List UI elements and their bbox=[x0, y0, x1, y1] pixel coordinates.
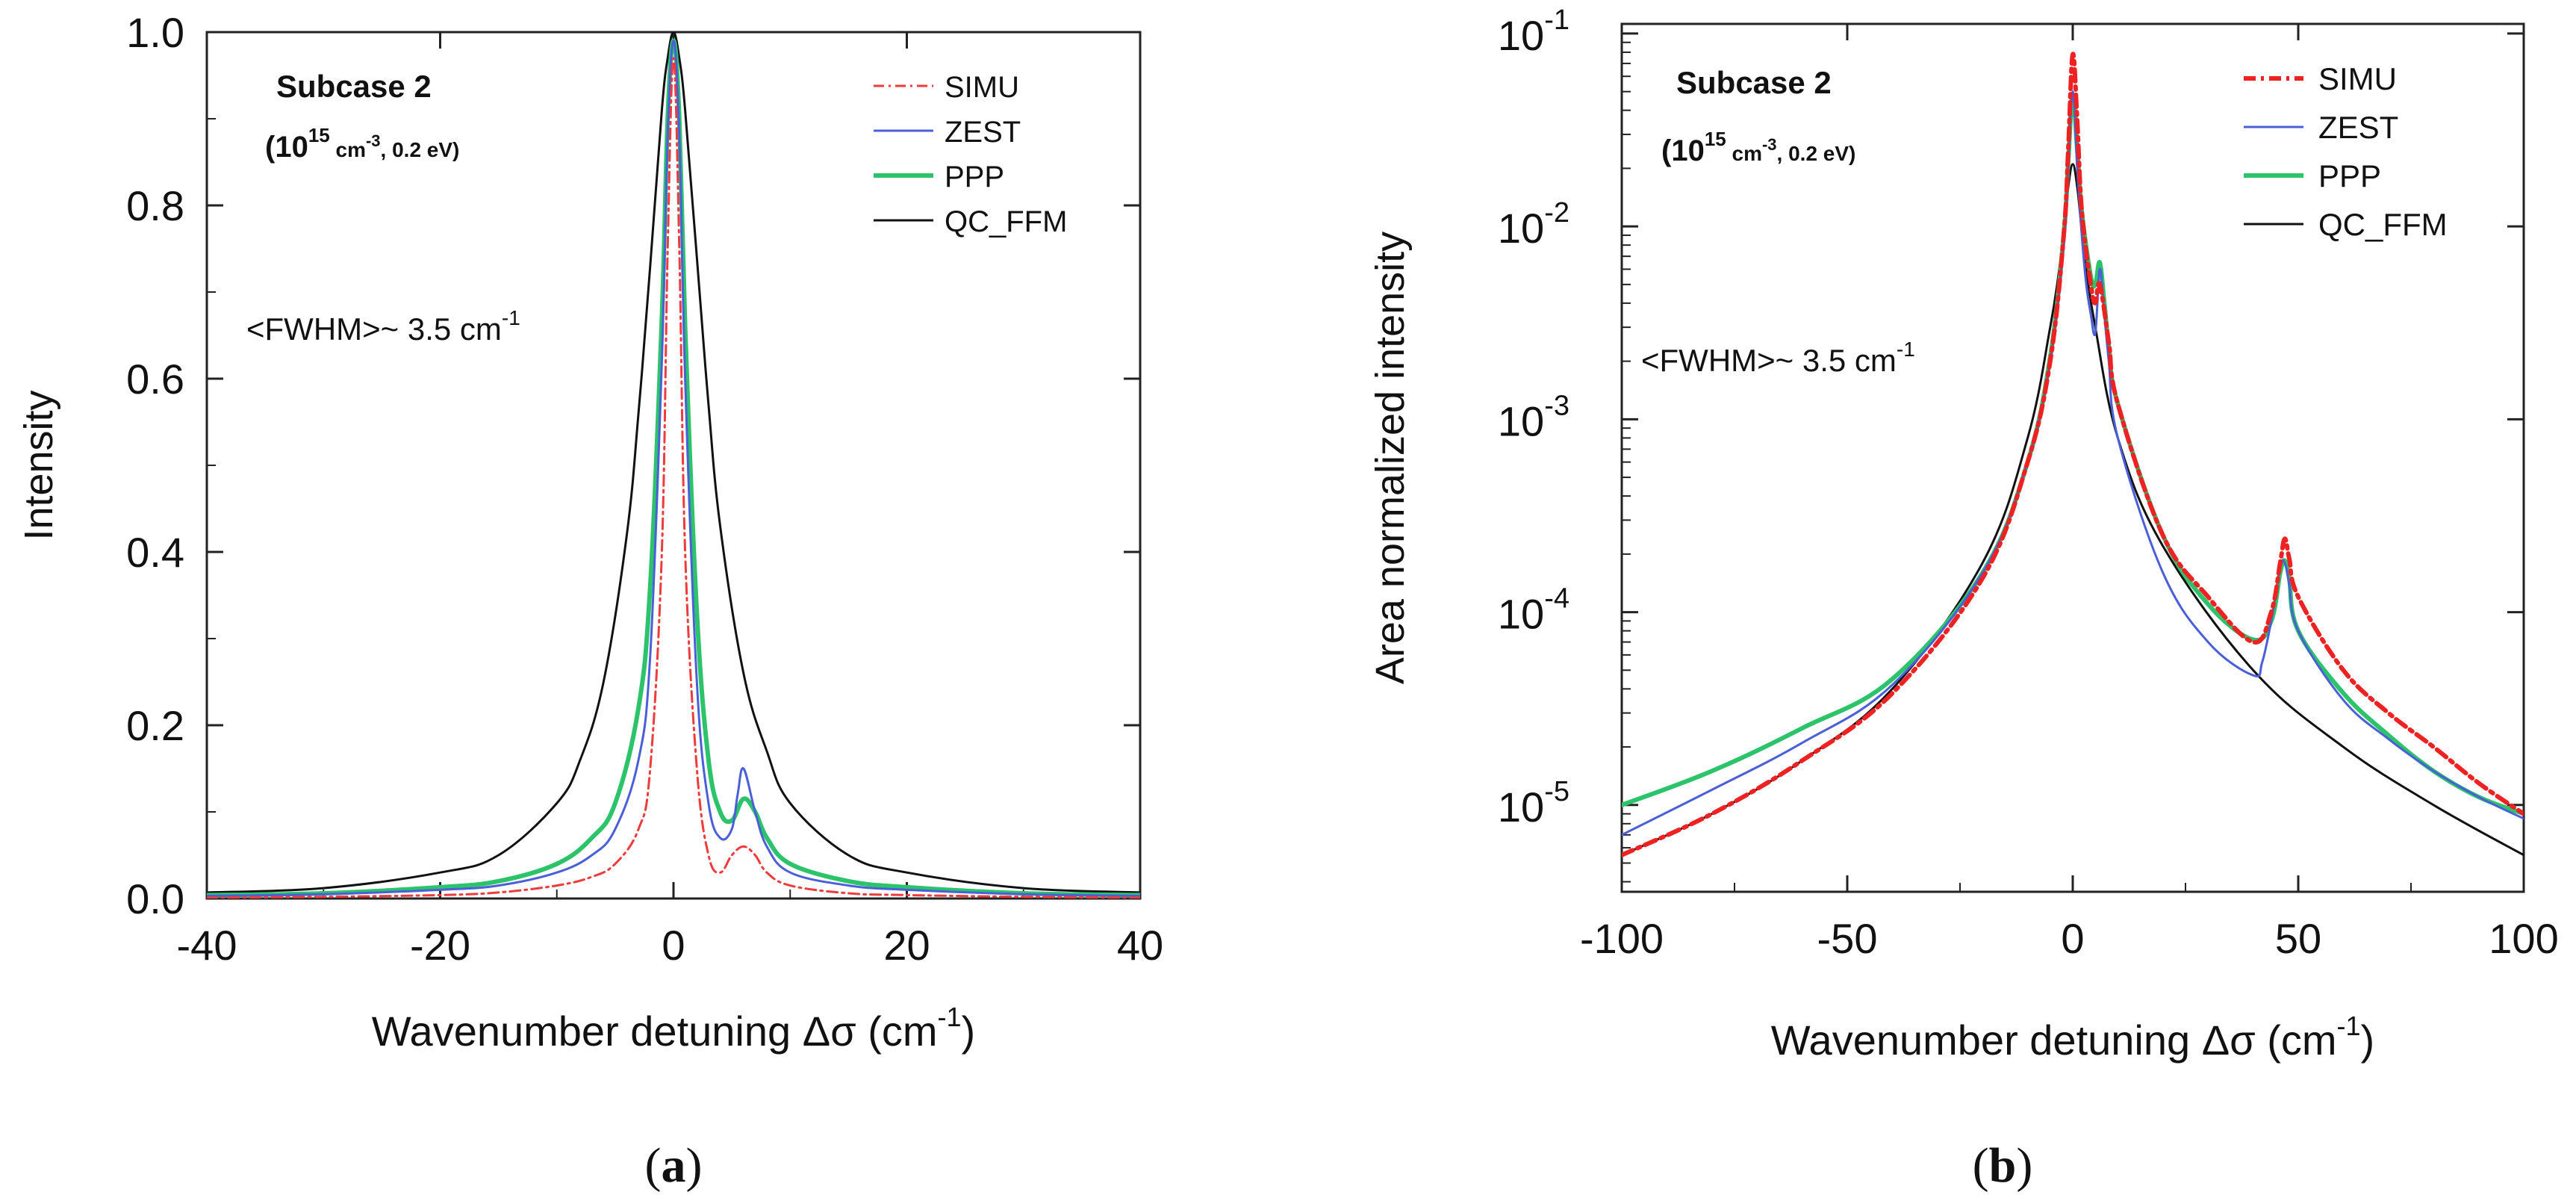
x-tick-label: -50 bbox=[1817, 915, 1878, 962]
y-tick-label: 0.2 bbox=[126, 702, 184, 749]
annotation-fwhm: <FWHM>~ 3.5 cm-1 bbox=[1641, 338, 1915, 378]
x-tick-labels: -100 -50 0 50 100 bbox=[1580, 915, 2559, 962]
tick-marks bbox=[1620, 24, 2525, 892]
legend-label-simu: SIMU bbox=[2318, 61, 2397, 96]
y-tick-label: 10-1 bbox=[1498, 4, 1569, 59]
series-line-qc-ffm bbox=[207, 32, 1140, 894]
tick-marks bbox=[205, 31, 1142, 900]
y-tick-label: 10-3 bbox=[1498, 390, 1569, 444]
legend-label-ppp: PPP bbox=[945, 161, 1004, 193]
annotation-fwhm: <FWHM>~ 3.5 cm-1 bbox=[246, 306, 520, 347]
y-tick-label: 10-5 bbox=[1498, 776, 1569, 831]
series-line-simu bbox=[1622, 52, 2524, 857]
series-line-qc-ffm bbox=[1622, 163, 2524, 857]
series-line-zest bbox=[1622, 90, 2524, 837]
y-tick-labels: 0.0 0.2 0.4 0.6 0.8 1.0 bbox=[126, 9, 184, 922]
legend-label-simu: SIMU bbox=[945, 71, 1019, 104]
x-tick-label: -100 bbox=[1580, 915, 1664, 962]
y-axis-label: Intensity bbox=[16, 390, 61, 540]
x-tick-label: -40 bbox=[177, 922, 237, 969]
series-group bbox=[207, 32, 1140, 899]
panel-b: 10-5 10-4 10-3 10-2 10-1 -100 -50 0 50 100 Subca… bbox=[1368, 4, 2559, 1193]
y-axis-label: Area normalized intensity bbox=[1368, 232, 1413, 684]
series-line-ppp bbox=[1622, 93, 2524, 816]
x-tick-label: -20 bbox=[410, 922, 470, 969]
legend-label-qcffm: QC_FFM bbox=[945, 205, 1067, 238]
y-tick-label: 0.0 bbox=[126, 875, 184, 922]
legend-label-ppp: PPP bbox=[2318, 158, 2381, 193]
y-tick-label: 0.8 bbox=[126, 182, 184, 229]
series-line-zest bbox=[207, 40, 1140, 897]
series-line-simu bbox=[207, 57, 1140, 899]
legend-label-qcffm: QC_FFM bbox=[2318, 207, 2448, 242]
x-tick-label: 20 bbox=[883, 922, 930, 969]
y-tick-label: 1.0 bbox=[126, 9, 184, 56]
y-tick-label: 0.6 bbox=[126, 356, 184, 403]
legend: SIMU ZEST PPP QC_FFM bbox=[874, 71, 1067, 238]
x-axis-label: Wavenumber detuning Δσ (cm-1) bbox=[1771, 1011, 2374, 1064]
x-tick-label: 0 bbox=[2061, 915, 2084, 962]
series-group bbox=[1622, 52, 2524, 857]
x-tick-label: 50 bbox=[2275, 915, 2321, 962]
y-tick-label: 10-4 bbox=[1498, 583, 1569, 638]
x-tick-label: 100 bbox=[2489, 915, 2558, 962]
panel-label-b: (b) bbox=[1973, 1138, 2033, 1193]
annotation-title: Subcase 2 bbox=[1676, 65, 1832, 100]
panel-a: 0.0 0.2 0.4 0.6 0.8 1.0 -40 -20 0 20 40 Subcase 2… bbox=[16, 9, 1163, 1193]
x-tick-label: 0 bbox=[662, 922, 685, 969]
legend: SIMU ZEST PPP QC_FFM bbox=[2244, 61, 2448, 242]
legend-label-zest: ZEST bbox=[2318, 110, 2398, 145]
x-tick-labels: -40 -20 0 20 40 bbox=[177, 922, 1164, 969]
legend-label-zest: ZEST bbox=[945, 116, 1021, 149]
x-tick-label: 40 bbox=[1117, 922, 1163, 969]
annotation-title: Subcase 2 bbox=[276, 69, 432, 104]
annotation-conditions: (1015 cm-3, 0.2 eV) bbox=[1661, 128, 1855, 167]
y-tick-label: 10-2 bbox=[1498, 197, 1569, 252]
x-axis-label: Wavenumber detuning Δσ (cm-1) bbox=[372, 1002, 975, 1055]
y-tick-labels: 10-5 10-4 10-3 10-2 10-1 bbox=[1498, 4, 1569, 831]
y-tick-label: 0.4 bbox=[126, 529, 184, 576]
annotation-conditions: (1015 cm-3, 0.2 eV) bbox=[265, 124, 459, 164]
panel-label-a: (a) bbox=[645, 1138, 703, 1193]
